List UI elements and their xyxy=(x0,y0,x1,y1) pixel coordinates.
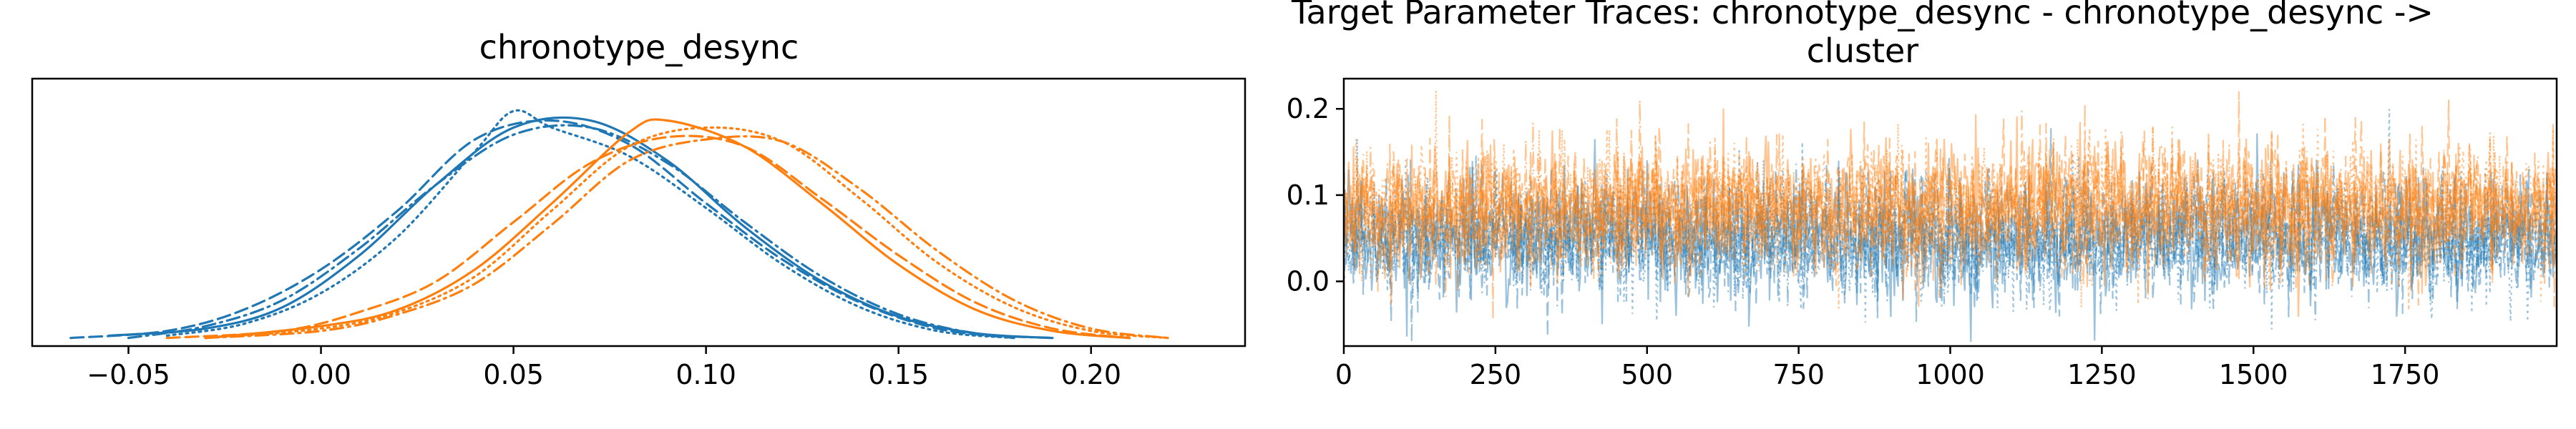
density-x-axis: −0.05 0.00 0.05 0.10 0.15 0.20 xyxy=(87,346,1121,390)
density-curve-1 xyxy=(108,116,1054,340)
trace-title-line-2: cluster xyxy=(1807,31,1919,70)
density-curve-3 xyxy=(165,109,1015,340)
density-plot-frame xyxy=(31,77,1246,347)
trace-x-tick-label: 250 xyxy=(1470,359,1522,390)
trace-x-tick-label: 750 xyxy=(1772,359,1825,390)
density-x-tick-label: 0.15 xyxy=(868,359,929,390)
trace-line-2-chain-3 xyxy=(1344,90,2557,311)
trace-x-tick-label: 1500 xyxy=(2219,359,2288,390)
density-curves xyxy=(69,109,1169,340)
trace-x-tick-label: 0 xyxy=(1335,359,1352,390)
trace-line-2-chain-2 xyxy=(1344,91,2557,320)
trace-x-axis: 0 250 500 750 1000 1250 1500 1750 xyxy=(1335,346,2440,390)
trace-y-tick-label: 0.2 xyxy=(1287,93,1330,124)
density-x-tick-label: 0.10 xyxy=(675,359,736,390)
trace-line-1-chain-2 xyxy=(1344,128,2557,342)
trace-line-1-chain-1 xyxy=(1344,133,2557,342)
density-panel: chronotype_desync −0.05 0.00 0.05 0.10 0.15 0… xyxy=(31,28,1246,390)
trace-x-tick-label: 500 xyxy=(1621,359,1673,390)
trace-y-axis: 0.0 0.1 0.2 xyxy=(1287,93,1344,297)
trace-panel: Target Parameter Traces: chronotype_desy… xyxy=(1287,0,2558,390)
density-curve-4 xyxy=(127,124,1054,340)
density-x-tick-label: 0.00 xyxy=(291,359,351,390)
density-curve-8 xyxy=(204,135,1169,340)
trace-x-tick-label: 1750 xyxy=(2371,359,2440,390)
density-curve-2 xyxy=(69,119,1015,340)
trace-y-tick-label: 0.1 xyxy=(1287,179,1330,211)
trace-line-2-chain-1 xyxy=(1344,108,2557,317)
trace-plot-frame xyxy=(1342,77,2558,347)
trace-x-tick-label: 1000 xyxy=(1916,359,1985,390)
trace-line-1-chain-3 xyxy=(1344,109,2557,330)
trace-y-tick-label: 0.0 xyxy=(1287,266,1330,297)
trace-x-tick-label: 1250 xyxy=(2067,359,2137,390)
density-title: chronotype_desync xyxy=(479,28,799,66)
trace-series xyxy=(1344,90,2557,342)
trace-line-2-chain-4 xyxy=(1344,99,2557,307)
density-x-tick-label: −0.05 xyxy=(87,359,170,390)
density-x-tick-label: 0.20 xyxy=(1060,359,1121,390)
trace-line-1-chain-4 xyxy=(1344,155,2557,323)
density-curve-7 xyxy=(204,126,1169,340)
density-curve-6 xyxy=(165,134,1131,340)
density-x-tick-label: 0.05 xyxy=(483,359,544,390)
density-curve-5 xyxy=(204,118,1131,340)
trace-title-line-1: Target Parameter Traces: chronotype_desy… xyxy=(1291,0,2434,31)
